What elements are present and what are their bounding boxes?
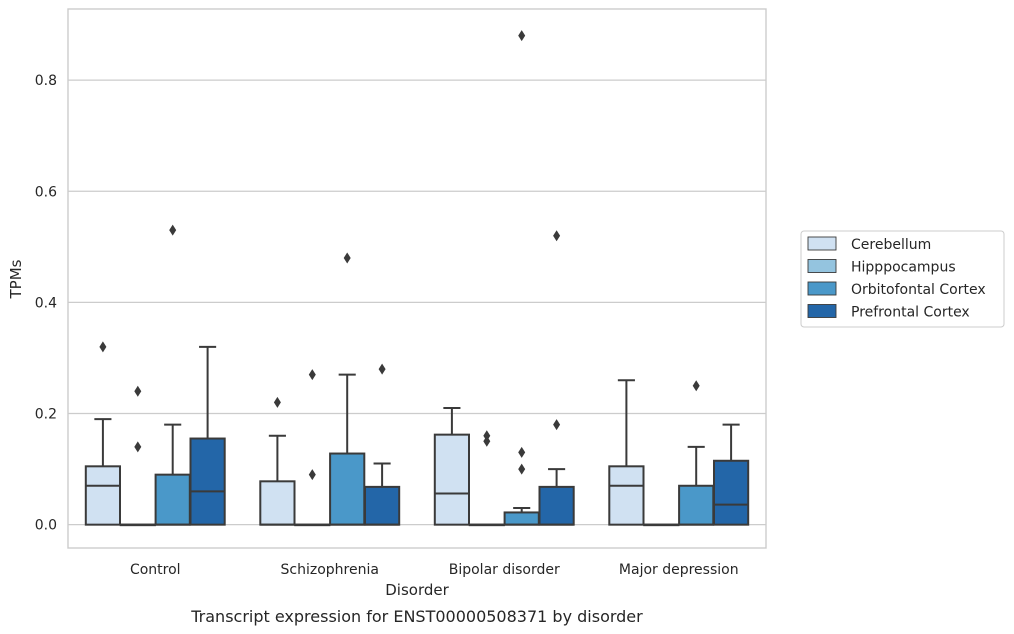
outlier-point (308, 469, 316, 481)
outlier-point (518, 446, 526, 458)
outlier-point (308, 369, 316, 381)
legend-swatch (807, 304, 837, 318)
outlier-point (99, 341, 107, 353)
box-1-2 (468, 430, 505, 527)
x-tick-label: Control (130, 562, 181, 578)
outlier-point (134, 385, 142, 397)
box-body (608, 465, 645, 526)
figure-caption: Transcript expression for ENST0000050837… (190, 607, 643, 626)
box-3-3 (712, 423, 750, 526)
box-body (329, 452, 366, 526)
x-tick-label: Major depression (619, 562, 739, 578)
legend-label: Cerebellum (851, 237, 931, 253)
box-0-2 (433, 406, 471, 526)
y-tick-label: 0.2 (35, 407, 57, 423)
box-3-0 (189, 345, 226, 526)
box-body (259, 480, 296, 526)
legend-frame (800, 230, 1005, 328)
box-2-1 (329, 252, 366, 526)
x-tick-label: Bipolar disorder (449, 562, 560, 578)
box-body (84, 465, 122, 526)
legend-label: Hipppocampus (851, 260, 956, 276)
box-2-2 (503, 30, 540, 526)
y-tick-label: 0.6 (35, 184, 57, 200)
outlier-point (518, 30, 526, 42)
y-axis-title: TPMs (7, 259, 25, 299)
box-0-0 (84, 341, 122, 526)
y-tick-label: 0.4 (35, 295, 57, 311)
box-body (712, 459, 750, 526)
outlier-point (273, 396, 281, 408)
box-groups (84, 30, 750, 527)
box-0-3 (608, 379, 645, 526)
y-tick-label: 0.8 (35, 73, 57, 89)
box-0-1 (259, 396, 296, 526)
box-body (363, 485, 401, 526)
box-2-3 (678, 380, 715, 526)
legend: Cerebellum Hipppocampus Orbitofontal Corte… (800, 230, 1005, 328)
box-body (433, 433, 471, 526)
outlier-point (518, 463, 526, 475)
box-body (538, 485, 575, 526)
legend-swatch (807, 281, 837, 296)
outlier-point (553, 419, 561, 431)
outlier-point (483, 435, 491, 447)
legend-label: Orbitofontal Cortex (851, 282, 986, 298)
outlier-point (134, 441, 142, 453)
legend-swatch (807, 236, 837, 251)
box-1-1 (294, 369, 331, 527)
box-1-0 (119, 385, 156, 527)
box-3-2 (538, 230, 575, 526)
box-body (678, 484, 715, 526)
outlier-point (343, 252, 351, 264)
box-2-0 (154, 224, 191, 526)
box-3-1 (363, 363, 401, 526)
x-axis-title: Disorder (385, 581, 449, 599)
box-1-3 (643, 523, 680, 527)
box-body (154, 473, 191, 526)
plot-frame (67, 8, 767, 549)
box-body (503, 511, 540, 526)
y-tick-label: 0.0 (35, 518, 57, 534)
x-axis-ticks: Control Schizophrenia Bipolar disorder Majo… (130, 562, 739, 578)
legend-swatch (807, 259, 837, 273)
x-tick-label: Schizophrenia (281, 562, 379, 578)
box-body (189, 437, 226, 526)
legend-label: Prefrontal Cortex (851, 305, 970, 321)
outlier-point (553, 230, 561, 242)
outlier-point (169, 224, 177, 236)
outlier-point (483, 430, 491, 442)
outlier-point (692, 380, 700, 392)
outlier-point (378, 363, 386, 375)
y-axis-ticks: 0.0 0.2 0.4 0.6 0.8 (35, 73, 57, 534)
